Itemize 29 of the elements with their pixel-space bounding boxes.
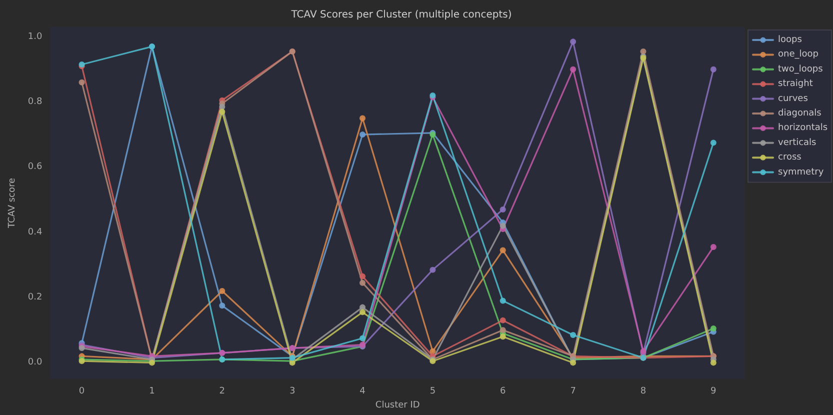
y-tick-label: 0.6 (28, 162, 42, 172)
legend-label: cross (778, 152, 802, 163)
y-tick-label: 0.8 (28, 96, 42, 107)
legend-label: straight (778, 79, 814, 90)
legend-label: loops (778, 35, 802, 45)
legend-label: two_loops (778, 64, 824, 74)
y-tick-label: 0.0 (28, 358, 42, 368)
x-tick-label: 5 (430, 386, 436, 396)
x-tick-label: 7 (570, 386, 576, 396)
x-tick-label: 6 (500, 386, 506, 396)
legend-label: diagonals (778, 108, 822, 118)
y-tick-label: 1.0 (28, 32, 42, 42)
x-axis-title: Cluster ID (375, 400, 420, 410)
y-axis-title: TCAV score (8, 178, 18, 230)
legend-label: horizontals (778, 123, 828, 134)
y-tick-label: 0.2 (28, 292, 42, 303)
chart-title: TCAV Scores per Cluster (multiple concepts) (290, 10, 512, 20)
legend-label: verticals (778, 138, 817, 148)
legend-label: one_loop (778, 50, 819, 60)
x-tick-label: 8 (640, 386, 646, 396)
legend-label: symmetry (778, 167, 824, 178)
x-tick-label: 1 (149, 386, 155, 396)
legend-label: curves (778, 94, 808, 104)
y-tick-label: 0.4 (28, 227, 42, 238)
x-tick-label: 9 (710, 386, 717, 396)
x-tick-label: 0 (78, 386, 85, 396)
x-tick-label: 3 (289, 386, 296, 396)
x-tick-label: 4 (360, 386, 366, 396)
x-tick-label: 2 (219, 386, 226, 396)
